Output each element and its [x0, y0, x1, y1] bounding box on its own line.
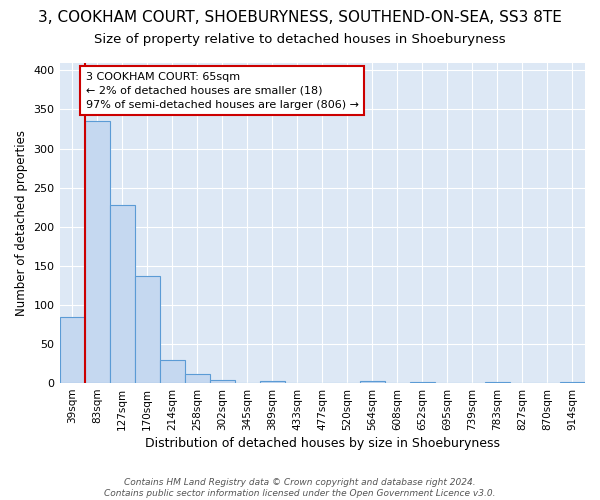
Text: Size of property relative to detached houses in Shoeburyness: Size of property relative to detached ho… — [94, 32, 506, 46]
Bar — [410, 382, 435, 383]
Bar — [59, 316, 85, 383]
Bar — [360, 380, 385, 383]
Text: Contains HM Land Registry data © Crown copyright and database right 2024.
Contai: Contains HM Land Registry data © Crown c… — [104, 478, 496, 498]
Bar — [560, 382, 585, 383]
Bar — [134, 276, 160, 383]
Bar — [209, 380, 235, 383]
Bar — [185, 374, 209, 383]
Bar — [110, 205, 134, 383]
Text: 3, COOKHAM COURT, SHOEBURYNESS, SOUTHEND-ON-SEA, SS3 8TE: 3, COOKHAM COURT, SHOEBURYNESS, SOUTHEND… — [38, 10, 562, 25]
Y-axis label: Number of detached properties: Number of detached properties — [15, 130, 28, 316]
Bar — [485, 382, 510, 383]
Bar — [160, 360, 185, 383]
X-axis label: Distribution of detached houses by size in Shoeburyness: Distribution of detached houses by size … — [145, 437, 500, 450]
Bar — [260, 380, 285, 383]
Bar — [85, 121, 110, 383]
Text: 3 COOKHAM COURT: 65sqm
← 2% of detached houses are smaller (18)
97% of semi-deta: 3 COOKHAM COURT: 65sqm ← 2% of detached … — [86, 72, 359, 110]
